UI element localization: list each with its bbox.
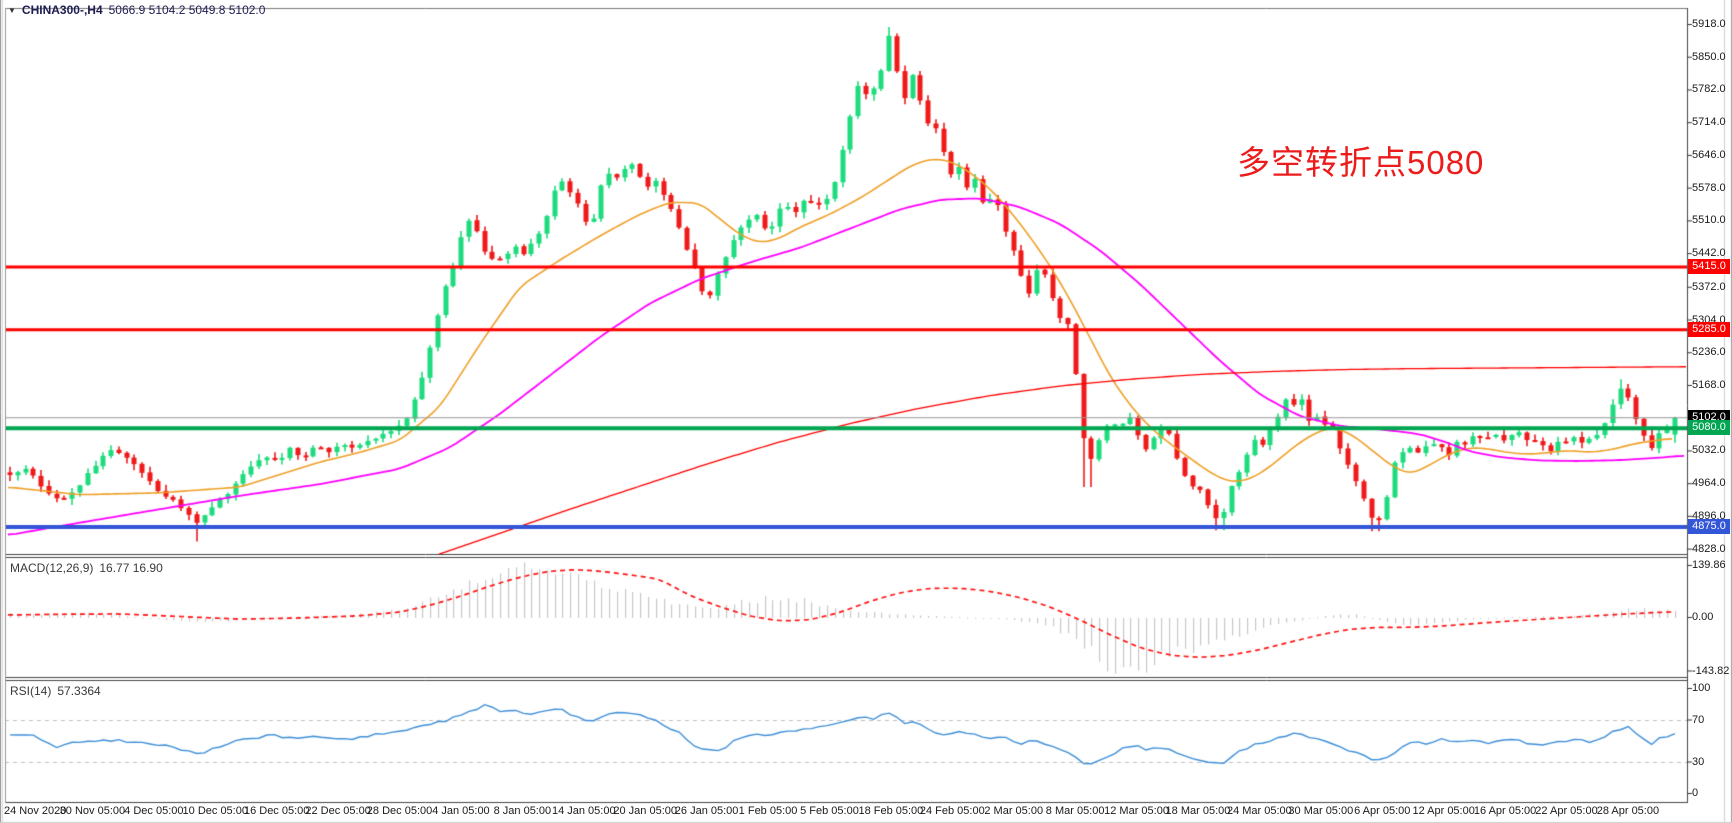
date-label: 8 Jan 05:00: [493, 805, 552, 817]
macd-indicator-label: MACD(12,26,9) 16.77 16.90: [10, 561, 169, 575]
price-tick-label: 4964.0: [1692, 477, 1726, 490]
price-tick-label: 4896.0: [1692, 509, 1726, 522]
price-badge: 4875.0: [1688, 518, 1730, 534]
date-label: 4 Jan 05:00: [432, 805, 490, 817]
collapse-arrow-icon[interactable]: ▼: [8, 5, 16, 15]
price-tick-label: 5646.0: [1692, 148, 1726, 161]
date-label: 10 Dec 05:00: [182, 805, 248, 817]
price-tick-label: 5918.0: [1692, 18, 1726, 30]
date-label: 8 Mar 05:00: [1045, 805, 1105, 817]
date-label: 22 Dec 05:00: [305, 805, 371, 817]
rsi-value-label: 57.3364: [57, 684, 101, 698]
date-label: 16 Apr 05:00: [1473, 805, 1537, 817]
rsi-tick-label: 100: [1692, 682, 1711, 694]
rsi-tick-label: 30: [1692, 755, 1705, 768]
date-label: 24 Nov 2020: [4, 805, 67, 817]
rsi-tick-label: 70: [1692, 713, 1705, 726]
price-tick-label: 5442.0: [1692, 247, 1726, 260]
date-label: 2 Mar 05:00: [984, 805, 1044, 817]
symbol-timeframe-label: CHINA300-,H4: [21, 3, 103, 17]
date-label: 18 Feb 05:00: [858, 805, 924, 817]
price-badge: 5285.0: [1688, 321, 1730, 337]
price-tick-label: 5372.0: [1692, 280, 1726, 293]
macd-tick-label: 139.86: [1692, 558, 1726, 571]
date-label: 22 Apr 05:00: [1535, 805, 1598, 817]
price-tick-label: 5510.0: [1692, 214, 1726, 227]
date-label: 30 Nov 05:00: [59, 805, 126, 817]
rsi-indicator-label: RSI(14) 57.3364: [10, 684, 107, 698]
price-tick-label: 5032.0: [1692, 444, 1726, 457]
rsi-name-label: RSI(14): [10, 684, 52, 698]
macd-values-label: 16.77 16.90: [99, 561, 163, 575]
date-label: 28 Apr 05:00: [1596, 805, 1660, 817]
date-label: 12 Mar 05:00: [1104, 805, 1169, 817]
date-label: 20 Jan 05:00: [613, 805, 677, 817]
macd-tick-label: 0.00: [1692, 611, 1714, 623]
date-label: 24 Feb 05:00: [919, 805, 985, 817]
price-tick-label: 5168.0: [1692, 378, 1726, 391]
price-tick-label: 5578.0: [1692, 181, 1726, 194]
date-label: 12 Apr 05:00: [1412, 805, 1475, 817]
date-label: 1 Feb 05:00: [738, 805, 798, 817]
macd-name-label: MACD(12,26,9): [10, 561, 94, 575]
price-tick-label: 5714.0: [1692, 116, 1726, 129]
date-label: 30 Mar 05:00: [1288, 805, 1354, 817]
date-label: 14 Jan 05:00: [551, 805, 616, 817]
macd-tick-label: -143.82: [1692, 664, 1730, 677]
date-label: 24 Mar 05:00: [1226, 805, 1292, 817]
date-label: 26 Jan 05:00: [674, 805, 739, 817]
price-tick-label: 4828.0: [1692, 542, 1726, 555]
date-label: 16 Dec 05:00: [243, 805, 310, 817]
ohlc-values-label: 5066.9 5104.2 5049.8 5102.0: [108, 3, 266, 17]
date-label: 5 Feb 05:00: [800, 805, 859, 817]
date-label: 28 Dec 05:00: [366, 805, 433, 817]
price-badge: 5415.0: [1688, 259, 1730, 275]
chart-title-bar: ▼ CHINA300-,H4 5066.9 5104.2 5049.8 5102…: [8, 3, 265, 17]
date-label: 4 Dec 05:00: [124, 805, 184, 817]
price-tick-label: 5850.0: [1692, 50, 1726, 63]
price-tick-label: 5782.0: [1692, 83, 1726, 96]
price-tick-label: 5236.0: [1692, 346, 1726, 359]
date-label: 6 Apr 05:00: [1354, 805, 1411, 817]
annotation-text: 多空转折点5080: [1237, 144, 1485, 181]
price-badge: 5080.0: [1688, 420, 1730, 436]
rsi-tick-label: 0: [1692, 787, 1699, 799]
date-label: 18 Mar 05:00: [1165, 805, 1231, 817]
